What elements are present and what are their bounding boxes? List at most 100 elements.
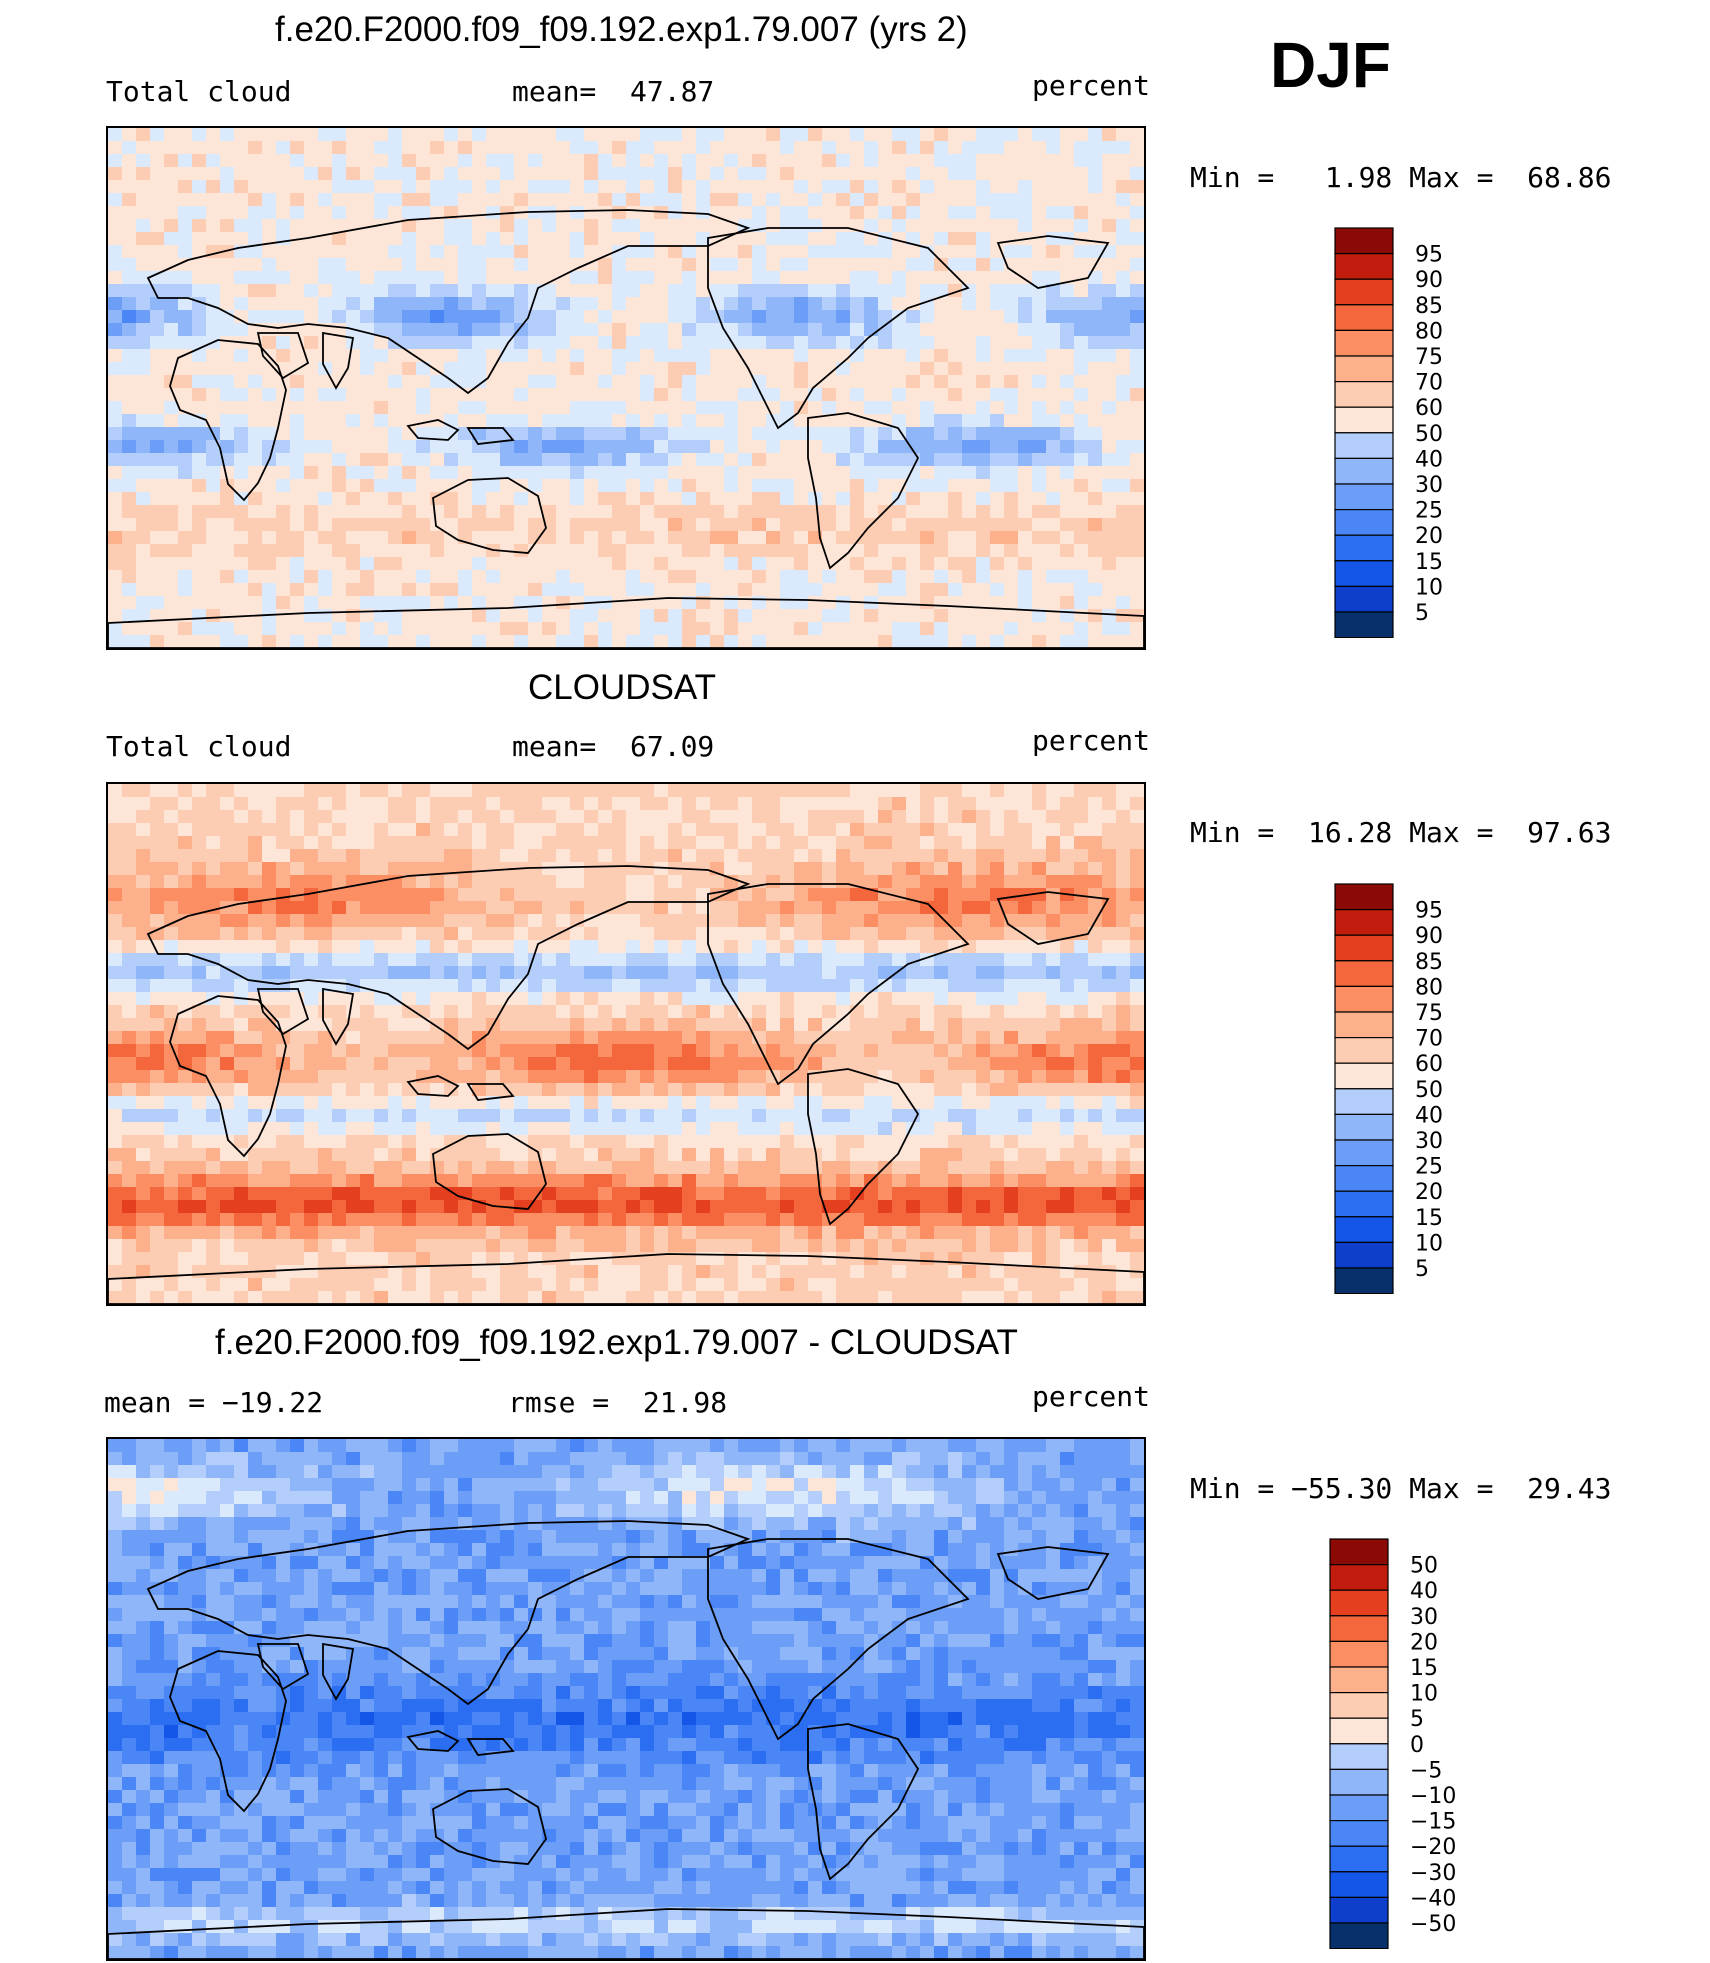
contour-field [108,1439,1144,1959]
colorbar-tick-label: 90 [1415,268,1443,293]
colorbar-tick-label: 70 [1415,1027,1443,1052]
colorbar-tick-label: 10 [1415,1231,1443,1256]
colorbar-tick-label: −15 [1410,1810,1456,1835]
coastline [146,209,751,395]
colorbar-box [1334,1216,1394,1243]
coastline [169,995,287,1158]
coastlines [108,865,1144,1304]
coastlines [108,1520,1144,1959]
colorbar-box [1334,483,1394,511]
colorbar-box [1329,1564,1389,1591]
coastline [466,1738,515,1756]
colorbar-box [1334,1062,1394,1090]
colorbar-tick-label: 20 [1415,1180,1443,1205]
colorbar-box [1334,381,1394,408]
colorbar-box [1329,1615,1389,1643]
coastline [432,1788,547,1865]
colorbar-tick-label: 30 [1410,1605,1438,1630]
colorbar-tick-label: 75 [1415,345,1443,370]
coastline [256,1643,310,1691]
colorbar-box [1334,1011,1394,1039]
coastline [256,332,310,380]
colorbar-tick-label: 20 [1415,524,1443,549]
colorbar-box [1334,355,1394,383]
colorbar-box [1334,1113,1394,1141]
coastline [807,412,920,570]
panel1-units-label: percent [1032,69,1151,102]
colorbar-box [1329,1820,1389,1847]
panel3-rmse-label: rmse = 21.98 [508,1386,728,1419]
panel1-map-svg [108,128,1144,648]
colorbar-tick-label: −40 [1410,1886,1456,1911]
colorbar-tick-label: 85 [1415,294,1443,319]
colorbar-box [1334,329,1394,357]
colorbar-tick-label: −50 [1410,1912,1456,1937]
panel1-mean-label: mean= 47.87 [512,75,715,108]
colorbar-tick-label: 0 [1410,1733,1424,1758]
colorbar-tick-label: −20 [1410,1835,1456,1860]
colorbar-box [1334,278,1394,306]
coastline [406,419,460,441]
panel3-min-max: Min = −55.30 Max = 29.43 [1190,1472,1612,1505]
panel3-map [106,1437,1146,1961]
colorbar-box [1329,1640,1389,1668]
coastline [322,331,355,390]
colorbar-tick-label: −5 [1410,1758,1442,1783]
colorbar-tick-label: 30 [1415,473,1443,498]
coastline [996,1546,1110,1600]
coastline [807,1068,920,1226]
coastline [169,339,287,502]
colorbar-tick-label: 90 [1415,924,1443,949]
colorbar-tick-label: 50 [1415,1078,1443,1103]
colorbar-tick-label: 50 [1410,1554,1438,1579]
colorbar-box [1334,1037,1394,1064]
coastline [256,988,310,1036]
colorbar-box [1329,1896,1389,1924]
colorbar-tick-label: −30 [1410,1861,1456,1886]
coastline [406,1730,460,1752]
colorbar-box [1334,509,1394,536]
coastline [996,891,1110,945]
colorbar-tick-label: 15 [1410,1656,1438,1681]
coastline [707,883,970,1086]
coastline [108,1908,1144,1959]
coastline [146,865,751,1051]
colorbar-tick-label: 60 [1415,396,1443,421]
panel2-mean-label: mean= 67.09 [512,730,715,763]
coastline [432,477,547,554]
colorbar-tick-label: 10 [1415,575,1443,600]
contour-field [108,784,1144,1304]
coastline [322,987,355,1046]
contour-field [108,128,1144,648]
colorbar-tick-label: 40 [1415,1103,1443,1128]
colorbar-box [1334,406,1394,434]
coastline [146,1520,751,1706]
colorbar-box [1334,560,1394,587]
colorbar-tick-label: 95 [1415,899,1443,924]
coastlines [108,209,1144,648]
colorbar-box [1334,960,1394,988]
colorbar-box [1334,909,1394,936]
panel2-variable-label: Total cloud [106,730,292,763]
panel2-map [106,782,1146,1306]
colorbar-tick-label: 30 [1415,1129,1443,1154]
panel2-title: CLOUDSAT [528,668,716,707]
coastline [108,597,1144,648]
colorbar-box [1329,1922,1389,1950]
coastline [169,1650,287,1813]
colorbar-tick-label: 40 [1410,1579,1438,1604]
colorbar-tick-label: 50 [1415,422,1443,447]
colorbar-box [1334,457,1394,485]
panel1-map [106,126,1146,650]
colorbar-box [1329,1538,1389,1566]
panel1-title: f.e20.F2000.f09_f09.192.exp1.79.007 (yrs… [275,10,968,49]
panel3-colorbar: 50 40 30 20 15 10 5 0 −5 −10 −15 −20 −30 −40 −50 [1328,1537,1478,1954]
colorbar-box [1329,1871,1389,1898]
panel2-units-label: percent [1032,724,1151,757]
colorbar-box [1329,1692,1389,1719]
panel1-colorbar: 95 90 85 80 75 70 60 50 40 30 25 20 15 10 5 [1333,226,1483,643]
colorbar-box [1334,253,1394,280]
colorbar-tick-label: 25 [1415,499,1443,524]
colorbar-box [1334,1241,1394,1269]
panel3-units-label: percent [1032,1380,1151,1413]
